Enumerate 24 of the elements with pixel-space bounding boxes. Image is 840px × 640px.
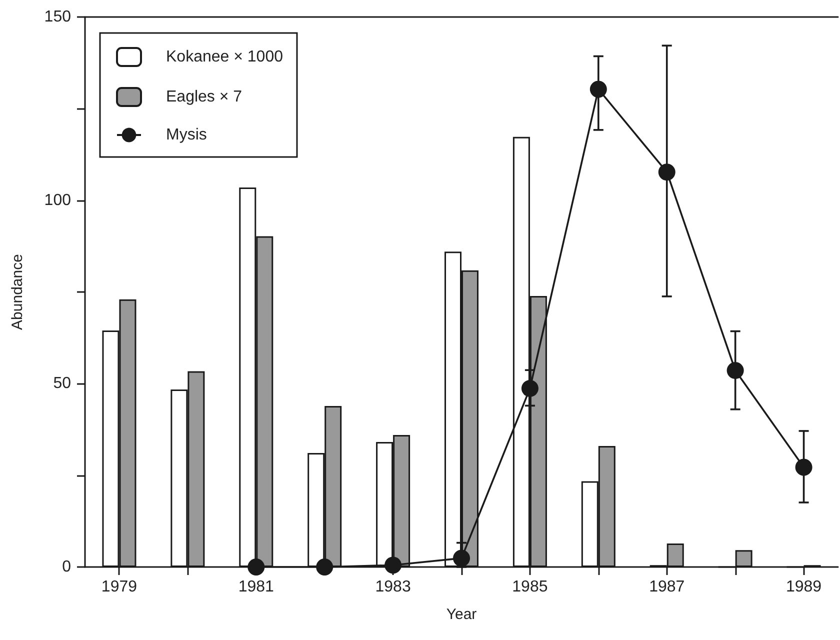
y-tick-label: 50 — [53, 375, 72, 392]
x-axis-title: Year — [446, 606, 477, 623]
x-tick-label: 1983 — [375, 578, 411, 596]
legend-label: Mysis — [166, 126, 207, 144]
y-axis-title: Abundance — [9, 254, 26, 330]
point — [248, 558, 265, 576]
point — [590, 80, 607, 98]
x-tick-label: 1981 — [238, 578, 274, 596]
x-tick-label: 1987 — [649, 578, 685, 596]
point — [795, 458, 812, 476]
y-tick-label: 100 — [44, 192, 72, 209]
y-tick-label: 0 — [62, 558, 72, 576]
legend-label: Kokanee × 1000 — [166, 48, 284, 66]
x-tick-label: 1985 — [512, 578, 548, 596]
x-tick-label: 1979 — [101, 578, 138, 596]
legend-label: Eagles × 7 — [166, 88, 242, 106]
y-tick-label: 150 — [44, 8, 72, 26]
point — [384, 556, 402, 574]
point — [658, 164, 676, 181]
point — [726, 362, 744, 379]
point — [521, 380, 538, 397]
x-tick-label: 1989 — [786, 578, 822, 596]
point — [453, 550, 470, 567]
point — [316, 558, 334, 576]
